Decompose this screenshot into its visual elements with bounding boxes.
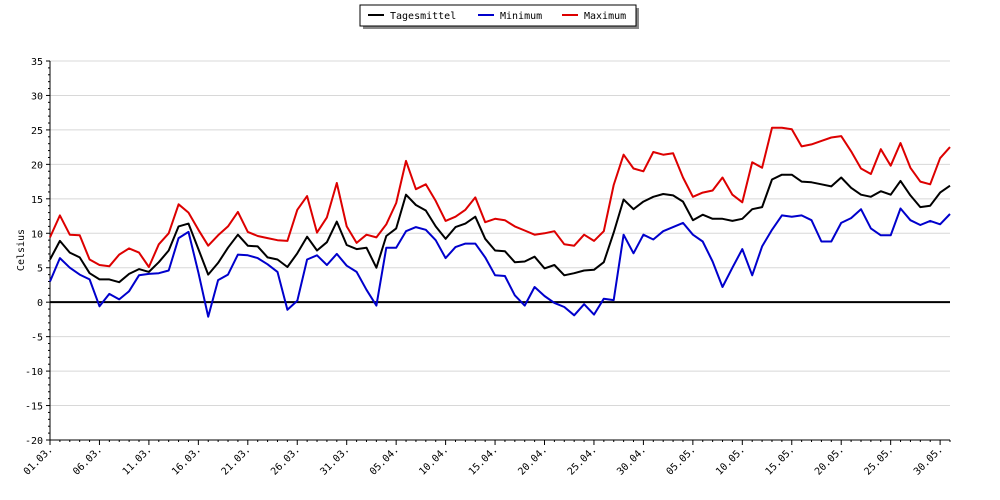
y-tick-label: 15 bbox=[31, 195, 43, 206]
legend-label-maximum: Maximum bbox=[584, 11, 626, 22]
x-tick-label: 30.05. bbox=[912, 444, 945, 477]
x-tick-label: 10.04. bbox=[417, 444, 450, 477]
y-tick-label: 30 bbox=[31, 91, 43, 102]
y-tick-label: 10 bbox=[31, 229, 43, 240]
x-tick-label: 26.03. bbox=[269, 444, 302, 477]
legend: Tagesmittel Minimum Maximum bbox=[359, 4, 639, 29]
series-line-minimum bbox=[49, 207, 951, 318]
legend-label-tagesmittel: Tagesmittel bbox=[390, 11, 456, 22]
x-tick-label: 05.04. bbox=[368, 444, 401, 477]
x-tick-label: 25.04. bbox=[566, 444, 599, 477]
x-tick-label: 11.03. bbox=[121, 444, 154, 477]
x-tick-label: 01.03. bbox=[22, 444, 55, 477]
x-tick-label: 31.03. bbox=[319, 444, 352, 477]
x-tick-label: 16.03. bbox=[170, 444, 203, 477]
legend-box bbox=[359, 4, 637, 27]
y-tick-label: 20 bbox=[31, 160, 43, 171]
legend-label-minimum: Minimum bbox=[500, 11, 542, 22]
series-line-tagesmittel bbox=[49, 173, 951, 284]
y-tick-label: 25 bbox=[31, 126, 43, 137]
x-tick-label: 20.04. bbox=[516, 444, 549, 477]
x-tick-label: 25.05. bbox=[862, 444, 895, 477]
y-tick-label: 5 bbox=[37, 264, 43, 275]
y-tick-label: -5 bbox=[31, 333, 43, 344]
x-tick-label: 21.03. bbox=[220, 444, 253, 477]
y-tick-label: 0 bbox=[37, 298, 43, 309]
series-lines bbox=[49, 126, 951, 318]
y-tick-label: -10 bbox=[25, 367, 43, 378]
x-tick-label: 06.03. bbox=[71, 444, 104, 477]
y-tick-label: -20 bbox=[25, 436, 43, 447]
x-tick-label: 30.04. bbox=[615, 444, 648, 477]
x-tick-label: 05.05. bbox=[665, 444, 698, 477]
x-tick-label: 20.05. bbox=[813, 444, 846, 477]
y-axis-title: Celsius bbox=[16, 229, 27, 271]
y-tick-label: 35 bbox=[31, 57, 43, 68]
series-line-maximum bbox=[49, 126, 951, 268]
x-tick-label: 15.05. bbox=[764, 444, 797, 477]
x-tick-label: 10.05. bbox=[714, 444, 747, 477]
y-tick-label: -15 bbox=[25, 402, 43, 413]
x-tick-label: 15.04. bbox=[467, 444, 500, 477]
